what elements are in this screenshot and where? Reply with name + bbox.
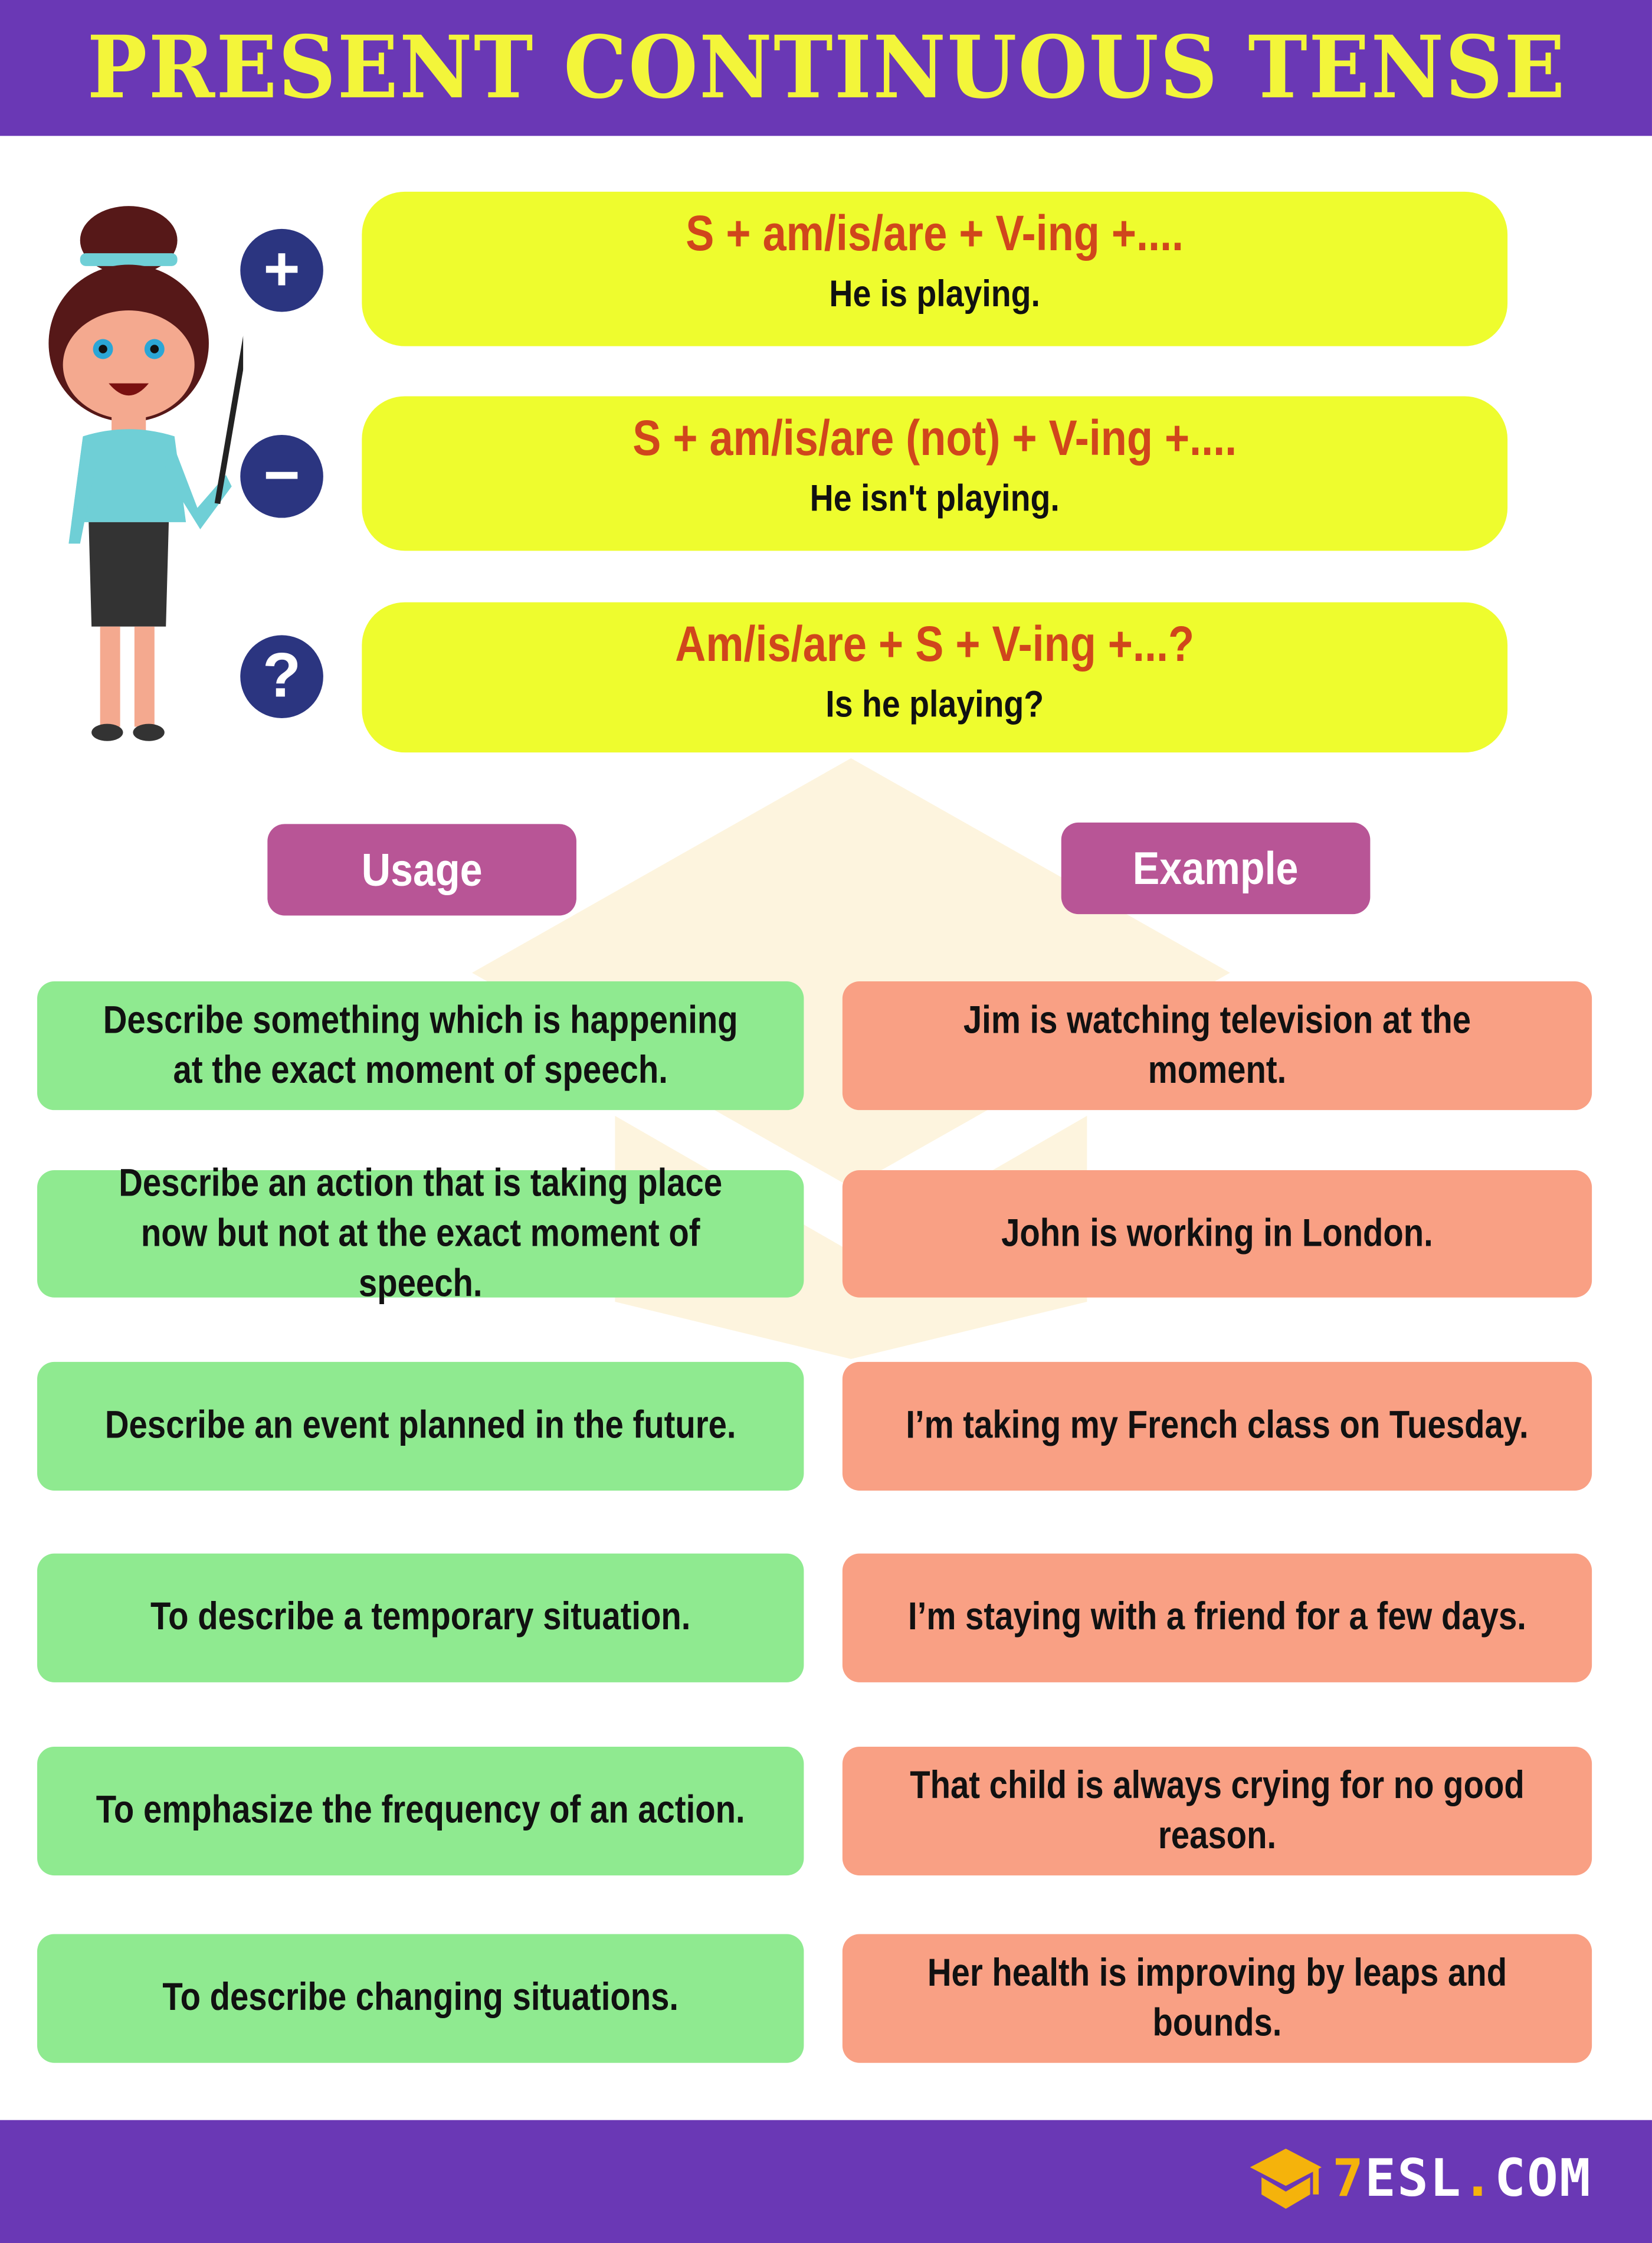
plus-icon: + [240,228,323,312]
example-cell: I’m taking my French class on Tuesday. [842,1361,1592,1491]
logo-dot: . [1462,2149,1495,2208]
header-banner: PRESENT CONTINUOUS TENSE [0,0,1652,136]
example-cell: Her health is improving by leaps and bou… [842,1934,1592,2063]
footer-banner: 7ESL.COM [0,2120,1652,2243]
usage-text: To emphasize the frequency of an action. [96,1789,745,1832]
site-logo[interactable]: 7ESL.COM [1249,2149,1592,2209]
usage-cell: Describe an action that is taking place … [37,1161,804,1305]
usage-cell: Describe an event planned in the future. [37,1361,804,1491]
teacher-illustration [48,206,244,741]
formula: S + am/is/are + V-ing +.... [686,206,1184,262]
question-structure: Am/is/are + S + V-ing +...? Is he playin… [362,602,1508,753]
minus-icon: − [240,434,323,518]
formula-example: Is he playing? [825,682,1044,726]
usage-cell: To emphasize the frequency of an action. [37,1746,804,1876]
example-text: John is working in London. [1001,1211,1433,1255]
example-cell: Jim is watching television at the moment… [842,981,1592,1111]
usage-text: Describe an event planned in the future. [104,1404,736,1447]
logo-main: ESL [1365,2149,1463,2208]
example-cell: John is working in London. [842,1170,1592,1298]
formula: Am/is/are + S + V-ing +...? [675,616,1195,673]
page-title: PRESENT CONTINUOUS TENSE [86,18,1566,118]
usage-text: Describe something which is happening at… [103,998,738,1092]
graduation-cap-icon [1249,2149,1321,2209]
logo-suffix: COM [1494,2149,1592,2208]
usage-text: To describe changing situations. [162,1976,679,2019]
logo-prefix: 7 [1332,2149,1365,2208]
question-icon: ? [240,635,323,718]
usage-text: Describe an action that is taking place … [119,1161,723,1305]
example-header: Example [1061,822,1371,915]
usage-header-label: Usage [361,844,483,896]
logo-text: 7ESL.COM [1332,2149,1592,2208]
usage-text: To describe a temporary situation. [150,1596,691,1639]
negative-structure: S + am/is/are (not) + V-ing +.... He isn… [362,396,1508,551]
example-text: I’m staying with a friend for a few days… [908,1596,1526,1639]
example-cell: That child is always crying for no good … [842,1746,1592,1876]
usage-cell: Describe something which is happening at… [37,981,804,1111]
example-text: Jim is watching television at the moment… [963,998,1471,1092]
example-text: That child is always crying for no good … [910,1763,1525,1857]
example-header-label: Example [1133,842,1299,895]
example-text: I’m taking my French class on Tuesday. [906,1404,1529,1447]
formula: S + am/is/are (not) + V-ing +.... [632,410,1237,467]
example-cell: I’m staying with a friend for a few days… [842,1553,1592,1682]
usage-cell: To describe changing situations. [37,1934,804,2063]
usage-header: Usage [267,824,576,916]
example-text: Her health is improving by leaps and bou… [927,1951,1507,2045]
usage-cell: To describe a temporary situation. [37,1553,804,1682]
formula-example: He is playing. [829,271,1040,315]
formula-example: He isn't playing. [809,476,1060,519]
affirmative-structure: S + am/is/are + V-ing +.... He is playin… [362,191,1508,346]
